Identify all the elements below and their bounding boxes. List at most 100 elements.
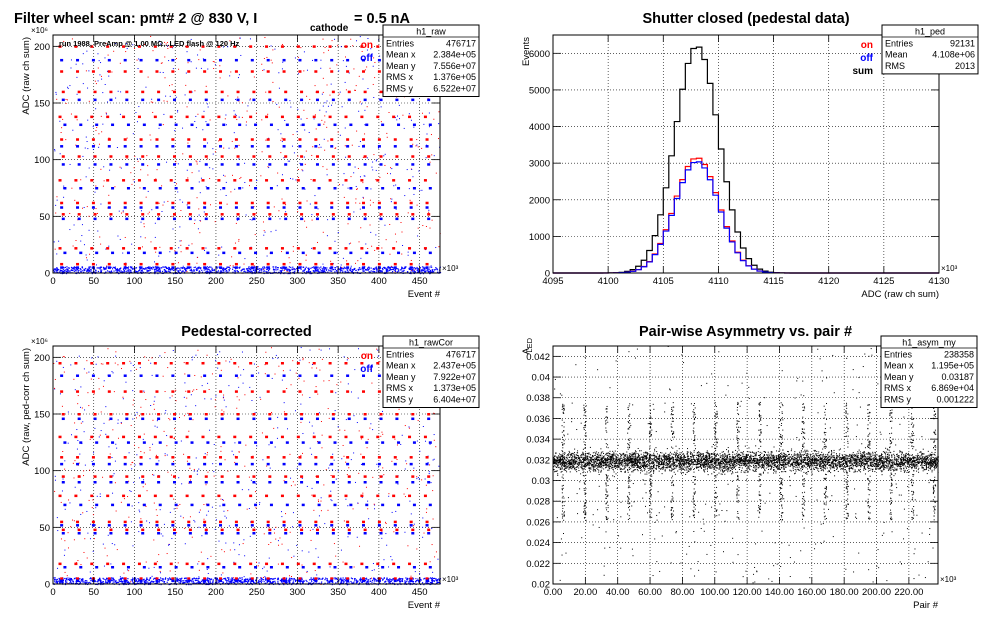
- data-point: [254, 270, 256, 272]
- data-point: [206, 579, 208, 581]
- data-point: [203, 518, 205, 520]
- data-point: [317, 270, 319, 272]
- data-point: [262, 268, 264, 270]
- data-point: [69, 271, 71, 273]
- data-point: [262, 69, 264, 71]
- data-point: [407, 251, 409, 253]
- data-point: [74, 199, 76, 201]
- data-point: [161, 185, 163, 187]
- data-point: [277, 580, 279, 582]
- data-point: [419, 272, 421, 275]
- data-point-off: [234, 58, 238, 62]
- data-point: [408, 426, 410, 428]
- data-point: [73, 267, 75, 269]
- data-point: [300, 268, 302, 270]
- data-point: [86, 269, 88, 272]
- data-point: [128, 271, 130, 273]
- data-point: [75, 270, 77, 272]
- data-point: [159, 509, 161, 511]
- data-point: [348, 467, 350, 469]
- data-point: [86, 580, 88, 582]
- data-point: [89, 266, 91, 268]
- data-point: [197, 54, 199, 56]
- data-point: [422, 536, 424, 538]
- data-point: [430, 134, 432, 136]
- data-point: [178, 477, 180, 479]
- data-point-off: [268, 163, 272, 166]
- stats-value: 6.522e+07: [433, 84, 476, 94]
- data-point: [397, 580, 399, 582]
- data-point: [158, 266, 160, 268]
- data-point-on: [137, 45, 141, 48]
- data-point: [323, 484, 325, 486]
- data-point: [193, 577, 195, 579]
- data-point: [193, 270, 196, 272]
- data-point: [81, 235, 83, 237]
- data-point-on: [234, 70, 238, 73]
- data-point-off: [333, 123, 337, 127]
- data-point: [296, 467, 298, 469]
- data-point: [62, 366, 64, 368]
- data-point: [86, 206, 88, 208]
- data-point-on: [90, 45, 94, 48]
- data-point: [373, 268, 376, 270]
- data-point: [410, 259, 412, 261]
- data-point: [339, 269, 342, 271]
- data-point: [195, 67, 197, 69]
- data-point-off: [188, 217, 192, 221]
- data-point: [103, 268, 105, 271]
- legend-entry-sum: sum: [852, 66, 873, 77]
- data-point: [264, 267, 266, 269]
- data-point-off: [363, 98, 367, 102]
- data-point-off: [219, 145, 223, 148]
- data-point: [339, 134, 341, 136]
- data-point-on: [409, 201, 413, 205]
- data-point: [75, 63, 77, 65]
- stats-value: 476717: [446, 38, 476, 48]
- data-point-on: [188, 155, 192, 158]
- data-point: [435, 578, 437, 580]
- data-point: [309, 396, 311, 398]
- data-point: [198, 576, 200, 578]
- data-point-off: [397, 187, 401, 190]
- data-point: [238, 144, 240, 146]
- data-point-on: [169, 45, 173, 48]
- data-point: [208, 269, 210, 271]
- data-point: [328, 580, 331, 583]
- data-point: [400, 443, 402, 445]
- data-point-on: [312, 435, 316, 439]
- data-point: [322, 267, 324, 269]
- data-point: [145, 505, 147, 507]
- data-point: [321, 270, 323, 272]
- data-point: [133, 181, 135, 183]
- data-point: [308, 362, 310, 364]
- data-point: [73, 224, 75, 226]
- data-point: [64, 266, 66, 269]
- data-point: [62, 581, 64, 583]
- data-point: [245, 444, 247, 446]
- data-point-on: [107, 138, 111, 141]
- data-point: [313, 267, 315, 269]
- data-point: [319, 144, 321, 146]
- data-point: [291, 557, 293, 559]
- data-point: [375, 179, 377, 181]
- data-point: [363, 270, 365, 272]
- data-point: [72, 245, 74, 247]
- data-point-on: [76, 201, 80, 205]
- data-point: [138, 509, 140, 511]
- data-point: [293, 152, 295, 154]
- data-point: [225, 360, 227, 362]
- data-point: [208, 268, 210, 270]
- data-point: [167, 270, 169, 273]
- data-point: [290, 577, 292, 580]
- data-point: [153, 581, 155, 583]
- data-point: [222, 268, 225, 270]
- data-point: [409, 199, 411, 201]
- data-point: [368, 271, 370, 273]
- data-point: [420, 579, 422, 581]
- data-point: [347, 187, 349, 189]
- data-point: [387, 269, 389, 271]
- data-point-off: [111, 251, 115, 255]
- data-point: [244, 162, 246, 164]
